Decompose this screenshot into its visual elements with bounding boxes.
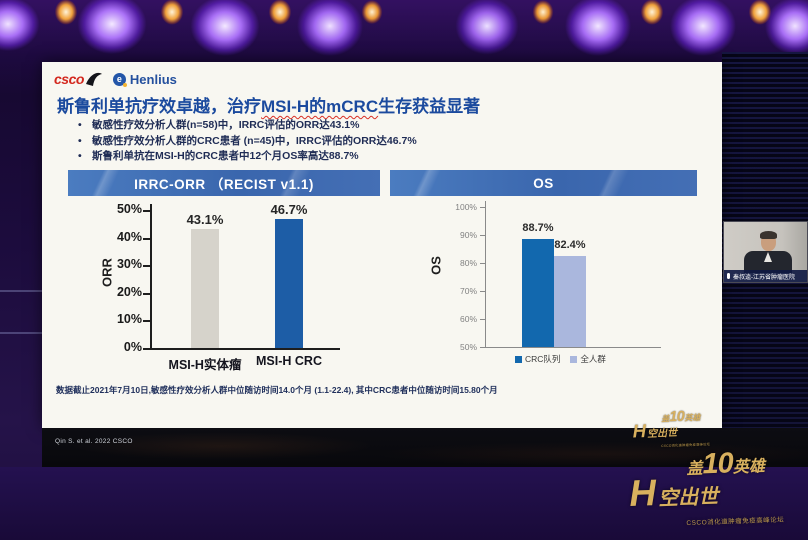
chart-header-orr-label: IRRC-ORR （RECIST v1.1): [134, 177, 314, 192]
chart-header-orr: IRRC-ORR （RECIST v1.1): [68, 170, 380, 196]
slide-title: 斯鲁利单抗疗效卓越，治疗MSI-H的mCRC生存获益显著: [57, 92, 480, 117]
speaker-body: [744, 251, 792, 273]
bar: [275, 219, 303, 348]
event-logo-text: H: [628, 472, 657, 514]
x-axis: [150, 348, 340, 350]
legend-label: 全人群: [580, 354, 606, 364]
henlius-mark-icon: e: [112, 72, 127, 87]
y-tick-label: 10%: [116, 312, 142, 327]
bar: [522, 238, 554, 347]
chart-header-os-label: OS: [533, 175, 554, 191]
bar-value-label: 46.7%: [270, 202, 308, 218]
legend-swatch: [570, 355, 578, 363]
stage-floor: [0, 467, 808, 540]
legend: CRC队列 全人群: [515, 353, 606, 365]
y-tick: [480, 235, 485, 236]
event-logo-text: 空出世: [646, 427, 678, 440]
csco-logo: csco: [54, 71, 103, 87]
y-tick: [143, 265, 150, 268]
bullet-item: 斯鲁利单抗在MSI-H的CRC患者中12个月OS率高达88.7%: [78, 149, 417, 165]
y-tick-label: 60%: [459, 314, 477, 324]
event-logo-small: 盖10英雄 H空出世 CSCO消化道肿瘤免疫高峰论坛: [632, 408, 724, 449]
light-streak: [0, 290, 42, 292]
event-logo-large: 盖10英雄 H空出世 CSCO消化道肿瘤免疫高峰论坛: [628, 447, 808, 529]
bar-value-label: 88.7%: [522, 221, 554, 234]
webcam-caption-text: 秦叔逵-江苏省肿瘤医院: [733, 274, 795, 281]
os-bar-chart: 50% 60% 70% 80% 90% 100% 88.7% 82.4% CRC队列 全人群 OS: [390, 196, 697, 376]
y-tick: [480, 347, 485, 348]
legend-item: 全人群: [570, 353, 606, 365]
x-axis: [485, 347, 661, 348]
event-logo-text: H: [632, 420, 647, 442]
y-tick: [143, 320, 150, 323]
y-axis: [150, 204, 152, 348]
event-logo-text: 英雄: [684, 413, 701, 423]
y-tick-label: 40%: [116, 229, 142, 244]
y-tick: [480, 207, 485, 208]
y-axis: [485, 201, 486, 347]
y-tick-label: 90%: [459, 230, 477, 240]
presentation-slide: csco e Henlius 斯鲁利单抗疗效卓越，治疗MSI-H的mCRC生存获…: [42, 62, 722, 428]
bar-value-label: 43.1%: [186, 212, 224, 228]
light-streak: [0, 332, 42, 334]
x-category-label: MSI-H CRC: [256, 354, 322, 368]
title-part-underlined: MSI-H的mCRC: [261, 97, 379, 116]
y-tick-label: 30%: [116, 257, 142, 272]
y-axis-title: ORR: [99, 258, 115, 287]
microphone-icon: [727, 273, 730, 279]
y-tick-label: 20%: [116, 284, 142, 299]
bar: [554, 256, 586, 347]
y-axis-title: OS: [428, 256, 444, 275]
y-tick-label: 70%: [459, 286, 477, 296]
y-tick-label: 100%: [455, 202, 477, 212]
screen-bottom-band: Qin S. et al. 2022 CSCO: [42, 428, 808, 467]
bullet-list: 敏感性疗效分析人群(n=58)中，IRRC评估的ORR达43.1% 敏感性疗效分…: [78, 118, 417, 165]
y-tick: [143, 237, 150, 240]
logo-row: csco e Henlius: [54, 68, 177, 90]
legend-label: CRC队列: [525, 354, 561, 364]
footnote: 数据截止2021年7月10日,敏感性疗效分析人群中位随访时间14.0个月 (1.…: [56, 385, 498, 395]
y-tick: [143, 348, 150, 350]
title-part: 生存获益显著: [378, 97, 481, 116]
speaker-webcam: 秦叔逵-江苏省肿瘤医院: [723, 221, 808, 283]
y-tick: [143, 292, 150, 295]
y-tick-label: 50%: [116, 202, 142, 216]
title-part: 斯鲁利单抗疗效卓越，治疗: [57, 97, 261, 116]
y-tick-label: 50%: [459, 342, 477, 352]
chart-header-os: OS: [390, 170, 697, 196]
csco-logo-text: csco: [54, 71, 84, 87]
y-tick: [480, 319, 485, 320]
x-category-label: MSI-H实体瘤: [168, 358, 242, 372]
henlius-logo-text: Henlius: [129, 71, 177, 87]
event-logo-text: 空出世: [657, 485, 719, 510]
y-tick-label: 0%: [123, 340, 142, 354]
bullet-item: 敏感性疗效分析人群(n=58)中，IRRC评估的ORR达43.1%: [78, 118, 417, 134]
csco-swoosh-icon: [85, 72, 102, 86]
legend-swatch: [515, 355, 522, 363]
bar-value-label: 82.4%: [554, 239, 586, 252]
citation: Qin S. et al. 2022 CSCO: [55, 438, 133, 445]
bar: [191, 229, 219, 348]
orr-bar-chart: 0% 10% 20% 30% 40% 50% 43.1% MSI-H实体瘤 46.7% MSI-H…: [68, 196, 380, 376]
speaker-head: [760, 231, 777, 251]
legend-item: CRC队列: [515, 353, 560, 365]
bullet-item: 敏感性疗效分析人群的CRC患者 (n=45)中，IRRC评估的ORR达46.7%: [78, 134, 417, 150]
y-tick: [143, 210, 150, 212]
event-logo-text: 英雄: [732, 458, 766, 477]
y-tick: [480, 291, 485, 292]
y-tick: [480, 263, 485, 264]
henlius-logo: e Henlius: [112, 71, 177, 87]
y-tick-label: 80%: [459, 258, 477, 268]
webcam-caption: 秦叔逵-江苏省肿瘤医院: [724, 270, 807, 282]
